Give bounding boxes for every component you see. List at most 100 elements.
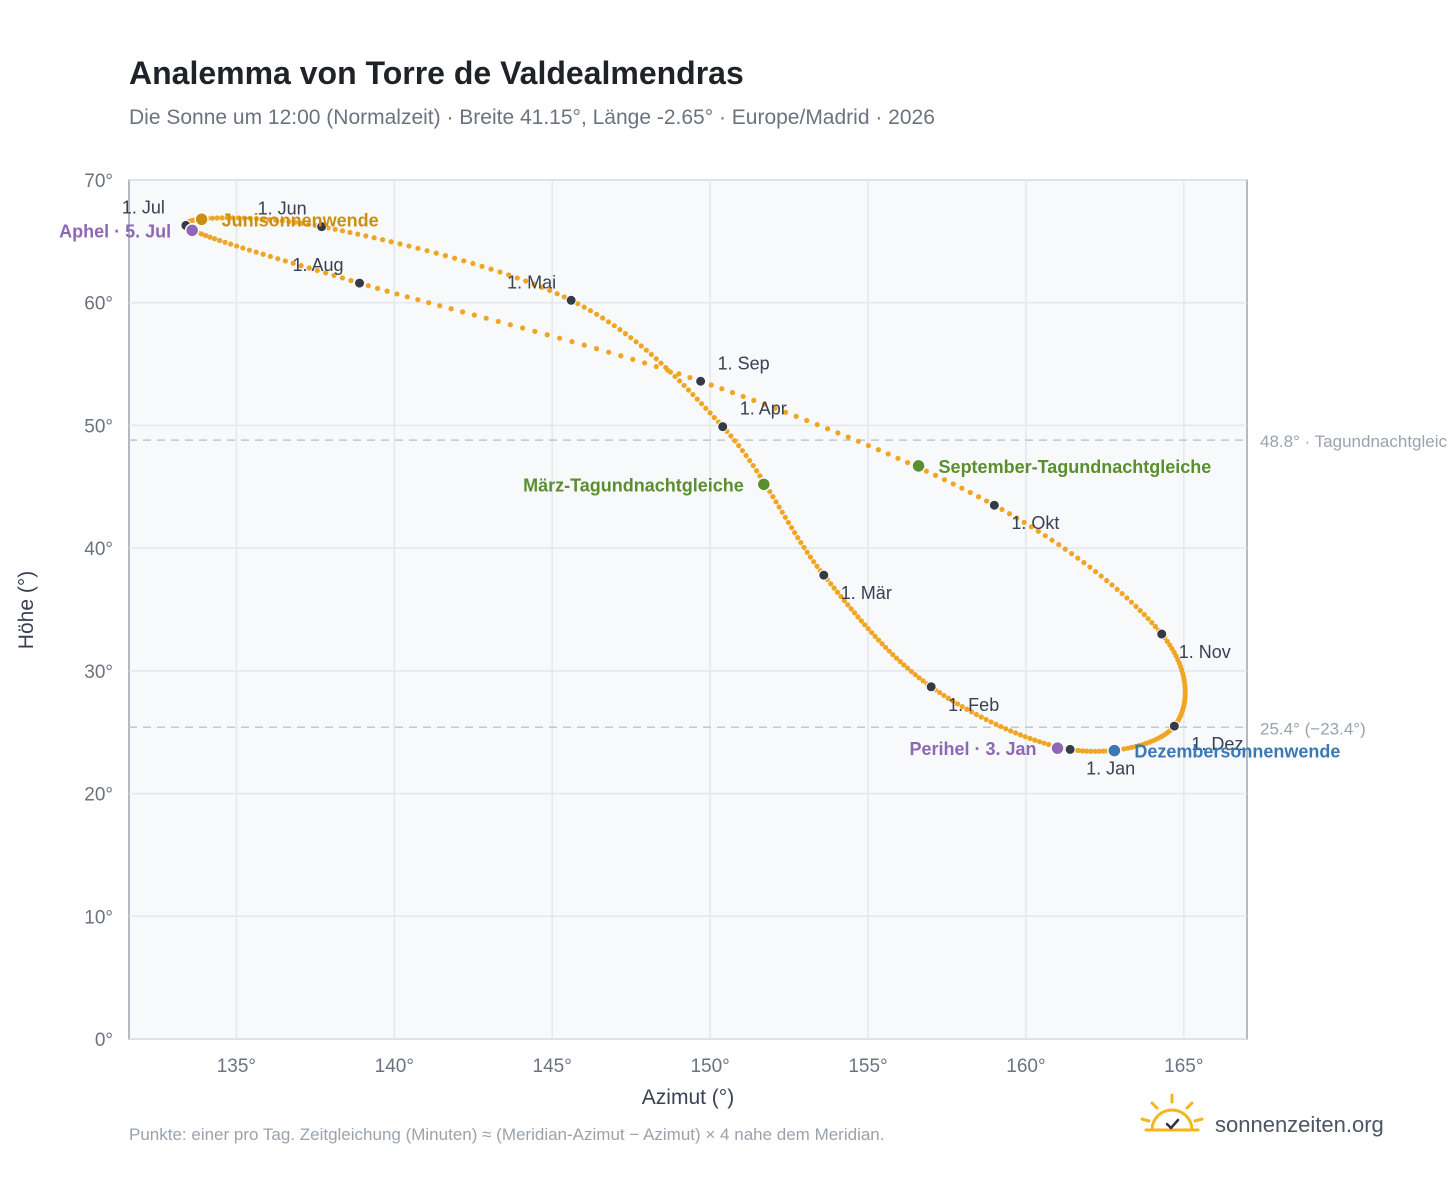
day-point <box>471 312 477 318</box>
day-point <box>932 472 939 478</box>
day-point <box>690 391 696 398</box>
day-point <box>230 215 236 221</box>
day-point <box>1104 577 1110 584</box>
day-point <box>783 409 789 415</box>
day-point <box>1092 748 1098 754</box>
day-point <box>1152 623 1158 630</box>
day-point <box>593 346 600 352</box>
day-point <box>978 714 984 720</box>
month-marker <box>1168 720 1180 732</box>
day-point <box>1035 528 1041 534</box>
day-point <box>633 339 639 345</box>
day-point <box>266 216 272 223</box>
day-point <box>964 706 970 712</box>
day-point <box>1056 542 1062 548</box>
day-point <box>923 468 929 474</box>
day-point <box>1079 748 1086 754</box>
day-point <box>811 559 817 565</box>
day-point <box>519 325 526 331</box>
day-point <box>993 721 999 727</box>
reference-lines: 48.8° · Tagundnachtgleiche 25.4° (−23.4°) <box>129 432 1448 738</box>
day-point <box>638 343 644 349</box>
event-marker <box>756 477 772 492</box>
month-marker <box>1064 743 1076 755</box>
month-label: 1. Feb <box>948 695 999 715</box>
day-point <box>1027 735 1033 742</box>
day-point <box>279 218 285 224</box>
day-point <box>442 253 449 259</box>
day-point <box>728 433 734 439</box>
day-point <box>782 514 788 520</box>
day-point <box>470 260 476 267</box>
day-point <box>788 524 795 531</box>
day-point <box>273 217 279 223</box>
day-point <box>415 245 421 251</box>
day-point <box>936 689 943 696</box>
day-point <box>941 477 948 483</box>
day-point <box>605 319 612 325</box>
day-point <box>653 363 659 370</box>
day-point <box>286 218 292 225</box>
day-point <box>855 438 861 444</box>
day-point <box>708 382 714 388</box>
plot-frame <box>128 179 1248 1040</box>
day-point <box>950 698 956 704</box>
day-point <box>290 260 296 266</box>
day-point <box>363 233 369 239</box>
day-point <box>523 278 529 284</box>
day-point <box>648 351 654 358</box>
day-point <box>841 598 847 604</box>
day-point <box>1088 748 1094 754</box>
event-marker <box>911 458 926 474</box>
day-point <box>767 488 773 495</box>
day-point <box>1098 573 1104 579</box>
day-point <box>776 504 782 510</box>
brand-name[interactable]: sonnenzeiten.org <box>1215 1112 1384 1137</box>
day-point <box>1041 740 1047 746</box>
day-point <box>544 332 550 338</box>
day-point <box>959 485 965 491</box>
day-point <box>275 256 281 262</box>
day-point <box>641 360 648 366</box>
event-marker <box>184 223 200 238</box>
day-point <box>814 421 820 428</box>
day-point <box>561 294 567 300</box>
day-point <box>855 614 861 620</box>
day-point <box>711 414 717 421</box>
day-point <box>954 701 961 707</box>
day-point <box>1068 551 1075 557</box>
day-point <box>224 215 230 221</box>
day-point <box>1036 739 1043 745</box>
event-marker <box>1050 740 1065 756</box>
day-point <box>1006 511 1013 517</box>
day-point <box>1014 515 1020 521</box>
day-point <box>299 220 305 226</box>
day-point <box>1081 560 1087 566</box>
day-point <box>1100 748 1107 754</box>
day-point <box>388 239 394 245</box>
day-point <box>1021 519 1027 526</box>
month-label: 1. Aug <box>293 255 344 275</box>
day-point <box>240 245 246 251</box>
day-point <box>1096 748 1102 754</box>
x-tick-label: 165° <box>1164 1056 1203 1077</box>
x-tick-label: 145° <box>533 1056 572 1077</box>
grid-lines <box>129 179 1247 1040</box>
day-point <box>1121 746 1127 752</box>
day-point <box>348 277 354 284</box>
day-point <box>384 288 390 294</box>
day-point <box>267 253 273 260</box>
day-point <box>1141 612 1147 618</box>
day-point <box>1109 582 1115 588</box>
day-point <box>743 452 749 459</box>
day-point <box>452 255 458 261</box>
day-point <box>785 519 792 526</box>
month-marker <box>695 375 707 387</box>
day-point <box>1062 546 1068 552</box>
day-point <box>331 272 337 279</box>
reference-line-label: 48.8° · Tagundnachtgleiche <box>1260 432 1448 451</box>
day-point <box>753 468 760 474</box>
day-point <box>698 401 705 407</box>
day-point <box>665 367 671 373</box>
day-point <box>1042 533 1048 539</box>
